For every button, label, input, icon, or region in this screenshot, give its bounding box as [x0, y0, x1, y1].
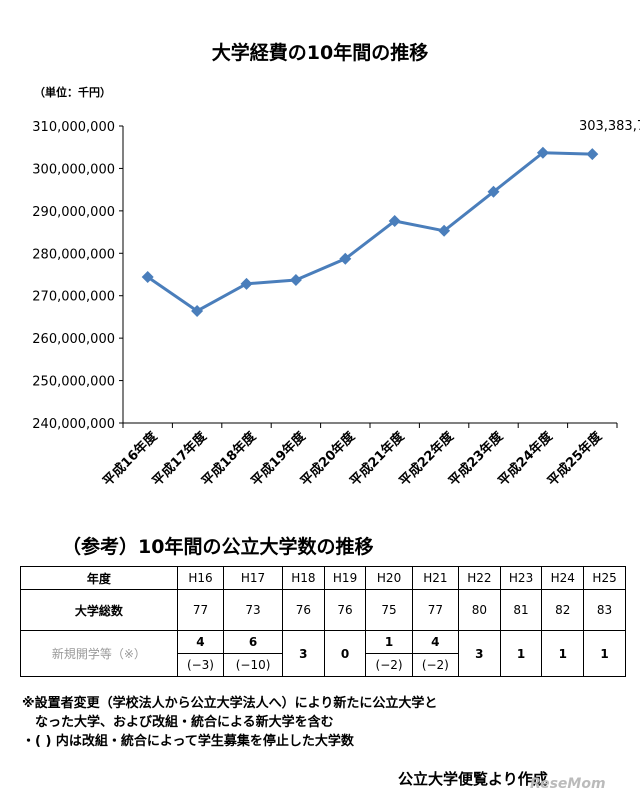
total-cell: 77 [411, 589, 459, 631]
reference-title: （参考）10年間の公立大学数の推移 [62, 536, 374, 558]
total-cell: 82 [541, 589, 585, 631]
watermark-logo: ReseMom [530, 776, 606, 792]
total-cell: 76 [323, 589, 367, 631]
note-line: ・( ) 内は改組・統合によって学生募集を停止した大学数 [22, 734, 354, 749]
unit-label: （単位：千円） [34, 86, 111, 99]
data-point [586, 148, 599, 161]
university-count-table: 年度 H16 H17 H18 H19 H20 H21 H22 H23 H24 H25 大学総数 77 7… [20, 566, 626, 677]
data-point [536, 146, 549, 159]
new-cell: 0 [323, 630, 367, 677]
data-point [438, 224, 451, 237]
total-cell: 73 [223, 589, 283, 631]
new-cell: 3 [457, 630, 501, 677]
line-chart: 240,000,000 250,000,000 260,000,000 270,000… [32, 119, 640, 490]
new-cell: 3 [281, 630, 325, 677]
footnotes: ※設置者変更（学校法人から公立大学法人へ）により新たに公立大学と なった大学、お… [22, 694, 437, 751]
note-line: ※設置者変更（学校法人から公立大学法人へ）により新たに公立大学と [22, 696, 438, 711]
new-cell: 4 [176, 630, 225, 654]
new-cell: 1 [499, 630, 543, 677]
closed-cell: (−10) [223, 653, 283, 677]
header-label: 年度 [20, 566, 178, 590]
year-cell: H17 [223, 566, 283, 590]
data-point [191, 304, 204, 317]
y-tick-label: 300,000,000 [32, 162, 115, 177]
closed-cell: (−2) [365, 653, 413, 677]
y-tick-label: 290,000,000 [32, 205, 115, 220]
year-cell: H25 [583, 566, 626, 590]
new-cell: 4 [411, 630, 459, 654]
y-tick-label: 310,000,000 [32, 120, 115, 135]
data-point [240, 277, 253, 290]
total-cell: 76 [281, 589, 325, 631]
year-cell: H23 [499, 566, 543, 590]
y-tick-label: 260,000,000 [32, 332, 115, 347]
year-cell: H18 [281, 566, 325, 590]
data-point [289, 274, 302, 287]
year-cell: H20 [365, 566, 413, 590]
year-cell: H16 [176, 566, 225, 590]
data-label: 303,383,746 [579, 119, 640, 134]
data-point [141, 271, 154, 284]
closed-cell: (−3) [176, 653, 225, 677]
total-cell: 83 [583, 589, 626, 631]
year-cell: H22 [457, 566, 501, 590]
year-cell: H21 [411, 566, 459, 590]
source-note: 公立大学便覧より作成 [398, 770, 548, 788]
total-cell: 81 [499, 589, 543, 631]
series-line [146, 151, 593, 313]
new-cell: 1 [583, 630, 626, 677]
total-label: 大学総数 [20, 589, 178, 631]
total-cell: 77 [176, 589, 225, 631]
new-label: 新規開学等（※） [20, 630, 178, 677]
closed-cell: (−2) [411, 653, 459, 677]
new-cell: 6 [223, 630, 283, 654]
y-tick-label: 280,000,000 [32, 247, 115, 262]
x-tick-label: 平成25年度 [544, 428, 606, 490]
data-point [388, 215, 401, 228]
y-tick-label: 250,000,000 [32, 375, 115, 390]
year-cell: H19 [323, 566, 367, 590]
chart-title: 大学経費の10年間の推移 [211, 42, 429, 64]
data-point [339, 252, 352, 265]
new-cell: 1 [541, 630, 585, 677]
total-cell: 75 [365, 589, 413, 631]
y-tick-label: 240,000,000 [32, 417, 115, 432]
y-tick-label: 270,000,000 [32, 290, 115, 305]
year-cell: H24 [541, 566, 585, 590]
note-line: なった大学、および改組・統合による新大学を含む [22, 715, 334, 730]
total-cell: 80 [457, 589, 501, 631]
new-cell: 1 [365, 630, 413, 654]
data-point [487, 185, 500, 198]
